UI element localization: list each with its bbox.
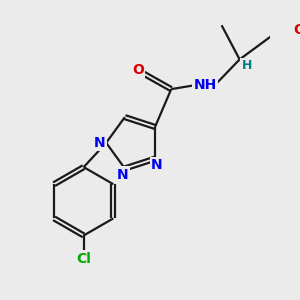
Text: N: N <box>151 158 163 172</box>
Text: H: H <box>242 59 252 72</box>
Text: N: N <box>94 136 106 150</box>
Text: Cl: Cl <box>76 252 91 266</box>
Text: N: N <box>117 168 129 182</box>
Text: O: O <box>293 23 300 37</box>
Text: O: O <box>132 63 144 77</box>
Text: NH: NH <box>194 78 217 92</box>
